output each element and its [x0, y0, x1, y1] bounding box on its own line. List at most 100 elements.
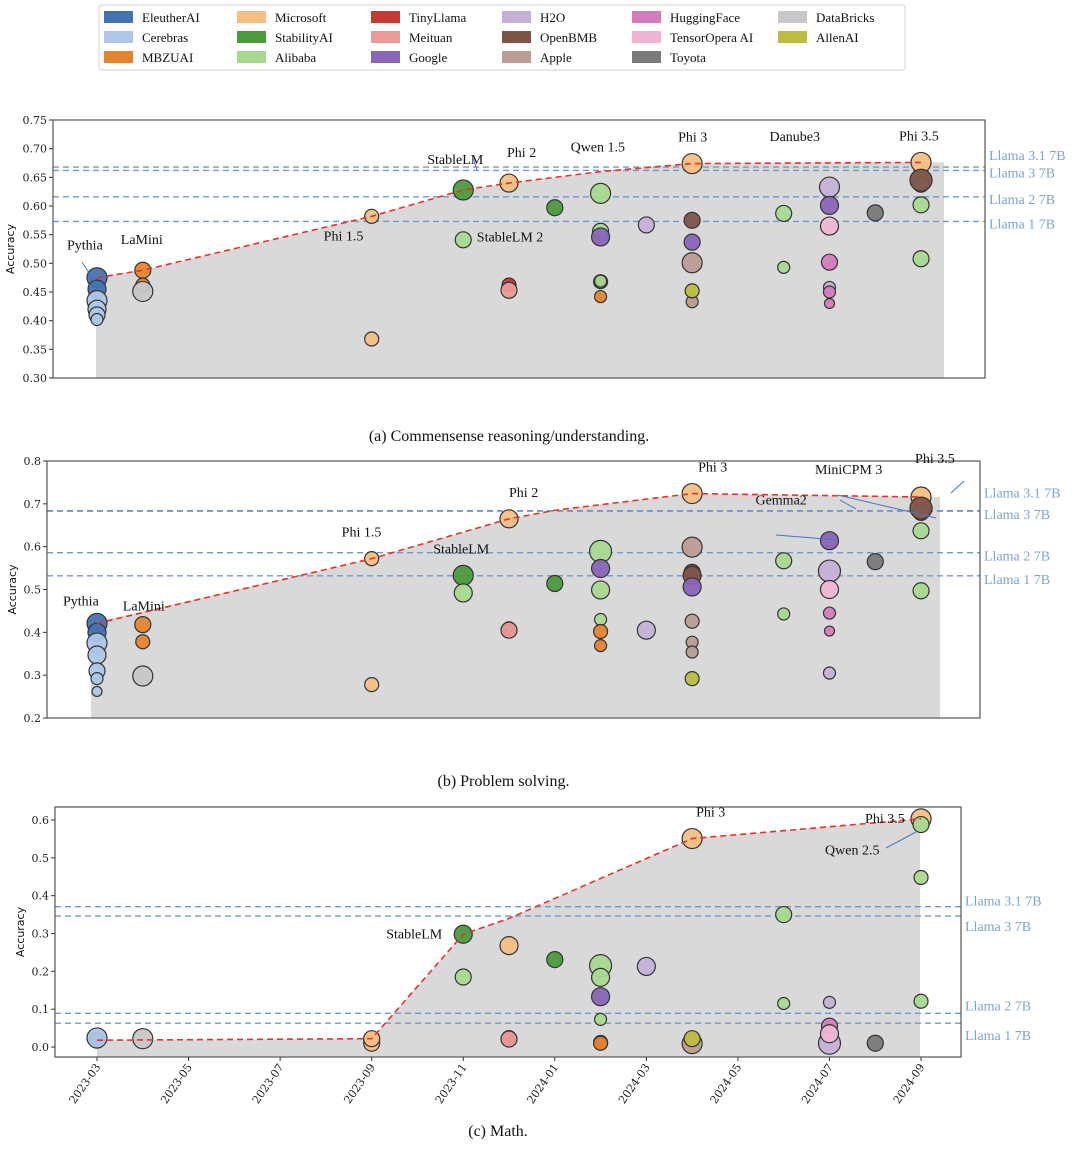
data-point: [546, 574, 564, 593]
y-tick-label: 0.4: [32, 890, 50, 903]
data-point: [681, 536, 703, 558]
data-point: [775, 204, 793, 223]
y-tick-label: 0.75: [23, 114, 48, 127]
frontier-line: [96, 492, 922, 625]
legend-label: EleutherAI: [142, 10, 200, 25]
data-point: [546, 951, 564, 969]
legend-label: Meituan: [409, 30, 453, 45]
panel-caption: (c) Math.: [468, 1123, 528, 1140]
annotation-label: LaMini: [123, 600, 165, 615]
data-point: [453, 583, 473, 603]
annotation-label: Pythia: [63, 594, 100, 609]
legend-label: TinyLlama: [409, 10, 467, 25]
data-point: [86, 1027, 108, 1049]
annotation-label: Phi 3.5: [915, 452, 955, 467]
data-point: [590, 558, 611, 579]
y-tick-label: 0.7: [24, 498, 42, 511]
legend-swatch: [632, 51, 661, 63]
legend-label: Apple: [540, 50, 572, 65]
panel-math: Llama 3.1 7B Llama 3 7B Llama 2 7B Llama 1 …: [14, 806, 1042, 1140]
y-axis-label: Accuracy: [14, 906, 27, 957]
data-point: [777, 607, 791, 621]
x-tick-label: 2023-09: [341, 1061, 378, 1106]
reference-label: Llama 2 7B: [989, 193, 1055, 208]
annotation-label: MiniCPM 3: [815, 463, 882, 478]
data-point: [132, 665, 154, 687]
data-point: [454, 231, 472, 249]
data-point: [683, 233, 701, 251]
x-tick-label: 2023-11: [433, 1061, 470, 1106]
x-tick-label: 2024-01: [524, 1061, 561, 1106]
data-point: [822, 606, 837, 620]
reference-label: Llama 1 7B: [984, 573, 1050, 588]
y-tick-label: 0.45: [23, 286, 48, 299]
y-tick-label: 0.55: [23, 229, 48, 242]
legend-label: H2O: [540, 10, 565, 25]
legend-label: OpenBMB: [540, 30, 597, 45]
annotation-label: Phi 1.5: [324, 229, 364, 244]
data-point: [913, 869, 929, 886]
data-point: [681, 252, 703, 274]
data-point: [499, 936, 519, 956]
data-point: [684, 283, 700, 299]
data-point: [593, 612, 608, 627]
data-point: [87, 645, 107, 665]
annotation-label: StableLM: [427, 153, 484, 168]
y-tick-label: 0.60: [23, 200, 48, 213]
y-tick-label: 0.65: [23, 171, 48, 184]
legend-label: MBZUAI: [142, 50, 193, 65]
data-point: [817, 559, 842, 583]
legend-label: AllenAI: [816, 30, 859, 45]
annotation-leader: [81, 261, 96, 283]
legend: EleutherAI Cerebras MBZUAI Microsoft Stabili…: [98, 4, 906, 71]
y-tick-label: 0.3: [24, 669, 42, 682]
legend-label: HuggingFace: [670, 10, 740, 25]
legend-label: TensorOpera AI: [670, 30, 753, 45]
legend-swatch: [632, 31, 661, 43]
annotation-label: Qwen 1.5: [571, 140, 625, 155]
reference-label: Llama 2 7B: [965, 999, 1031, 1014]
x-tick-label: 2023-07: [250, 1061, 287, 1106]
legend-label: StabilityAI: [275, 30, 333, 45]
data-point: [822, 666, 837, 680]
data-point: [364, 676, 380, 693]
data-point: [134, 616, 152, 634]
data-point: [866, 1034, 884, 1052]
legend-label: DataBricks: [816, 10, 874, 25]
legend-swatch: [104, 11, 133, 23]
y-tick-label: 0.6: [24, 541, 42, 554]
legend-swatch: [778, 31, 807, 43]
y-tick-label: 0.5: [32, 852, 50, 865]
reference-label: Llama 1 7B: [989, 217, 1055, 232]
x-tick-label: 2024-03: [616, 1061, 653, 1106]
data-point: [590, 967, 611, 987]
y-tick-label: 0.8: [24, 455, 42, 468]
x-tick-label: 2024-05: [708, 1061, 745, 1106]
data-point: [500, 1030, 518, 1048]
data-point: [912, 250, 930, 268]
data-point: [777, 996, 791, 1011]
data-point: [818, 176, 841, 198]
y-tick-label: 0.3: [32, 928, 50, 941]
data-point: [684, 613, 700, 629]
data-point: [822, 285, 837, 299]
annotation-label: Phi 2: [509, 486, 538, 501]
data-point: [819, 216, 840, 236]
annotation-leader: [775, 534, 839, 541]
legend-swatch: [371, 51, 400, 63]
reference-label: Llama 3.1 7B: [984, 487, 1061, 502]
data-point: [590, 987, 611, 1007]
data-point: [590, 580, 611, 600]
data-point: [823, 625, 836, 637]
data-point: [819, 579, 840, 600]
annotation-leader: [950, 480, 965, 494]
data-point: [823, 297, 836, 310]
legend-swatch: [237, 51, 266, 63]
legend-label: Toyota: [670, 50, 706, 65]
data-point: [775, 552, 793, 570]
data-point: [593, 639, 608, 653]
data-point: [820, 253, 839, 271]
data-point: [454, 968, 472, 986]
y-tick-label: 0.40: [23, 315, 48, 328]
